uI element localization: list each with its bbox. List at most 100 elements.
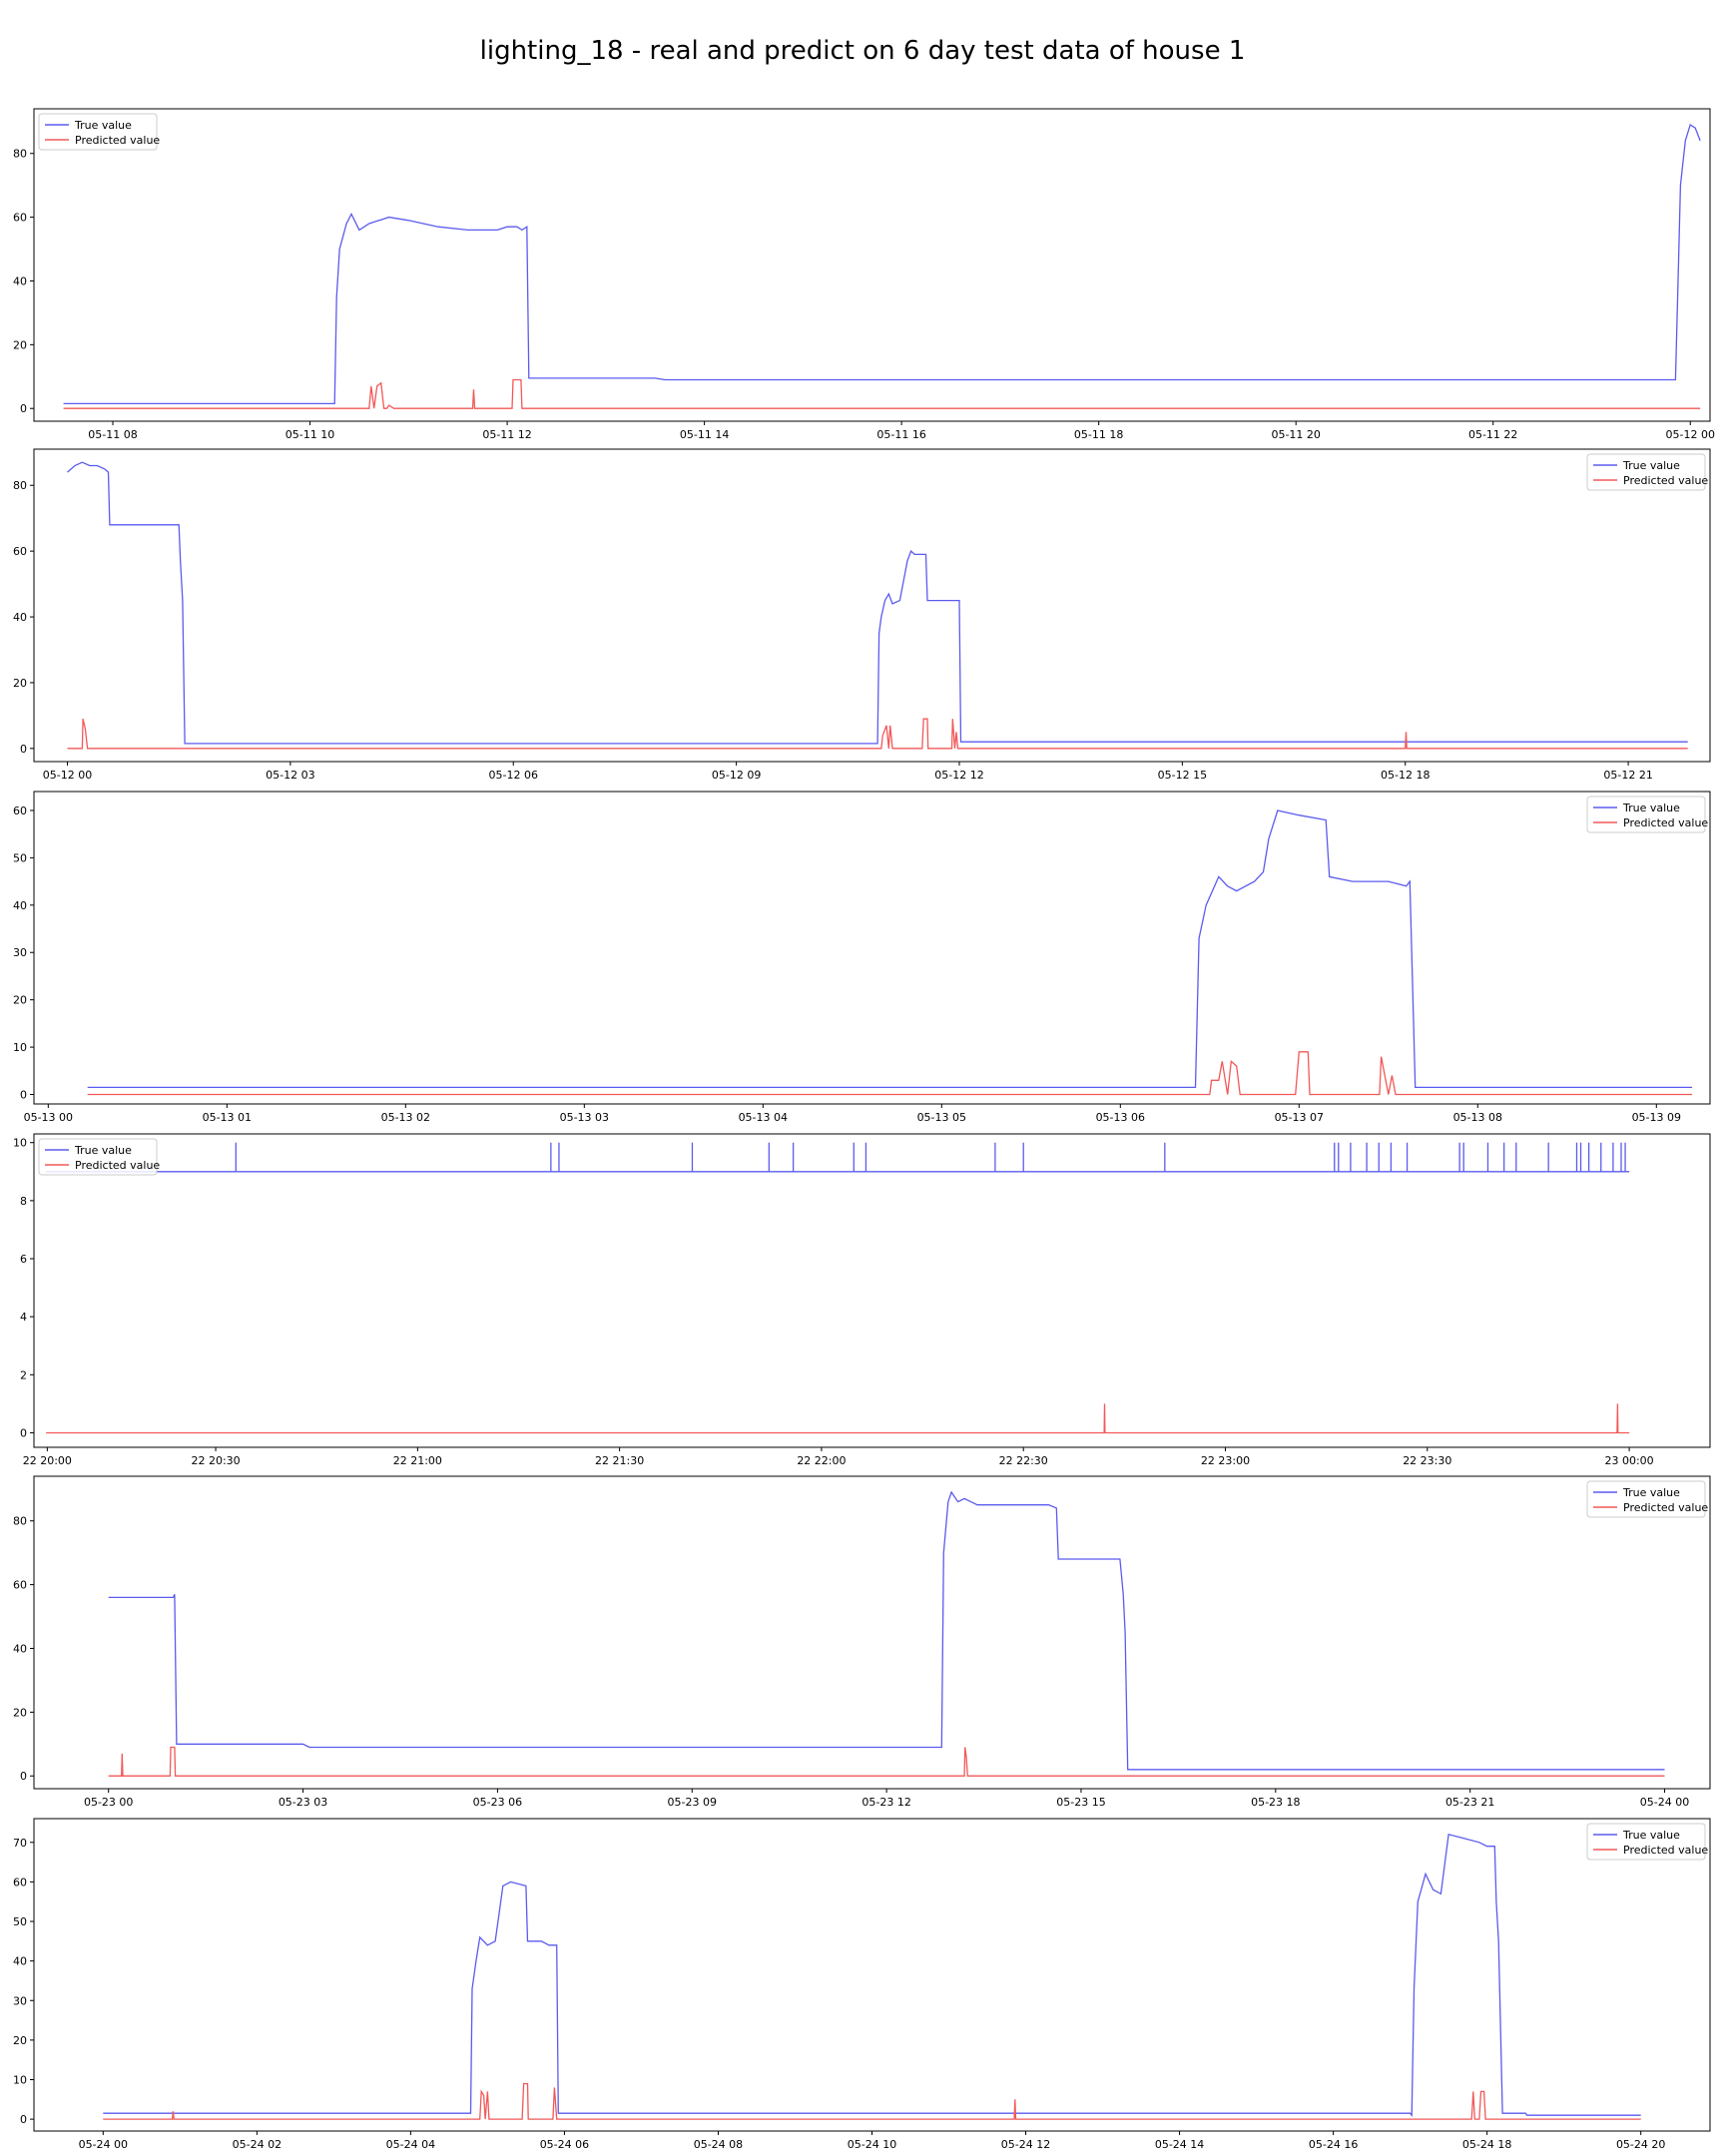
y-tick-label: 40 xyxy=(13,899,27,912)
x-tick-label: 05-12 21 xyxy=(1603,769,1652,782)
y-tick-label: 80 xyxy=(13,148,27,161)
y-tick-label: 60 xyxy=(13,805,27,817)
plot-frame xyxy=(33,1475,1711,1790)
x-tick-label: 05-24 08 xyxy=(694,2138,743,2151)
legend: True value Predicted value xyxy=(1586,1480,1708,1518)
x-tick-label: 05-11 22 xyxy=(1468,428,1517,441)
x-tick-label: 05-23 18 xyxy=(1251,1796,1300,1809)
x-tick-label: 05-11 16 xyxy=(876,428,925,441)
true-value-line xyxy=(87,809,1693,1089)
x-tick-label: 05-24 00 xyxy=(79,2138,128,2151)
legend-box xyxy=(1586,453,1706,491)
y-tick-label: 20 xyxy=(13,1706,27,1719)
x-tick-label: 22 23:30 xyxy=(1403,1454,1451,1467)
chart-panel-2: 0 20 40 60 80 05-12 00 05-12 03 05-12 06 05-12 0… xyxy=(13,448,1711,782)
y-tick-label: 60 xyxy=(13,1876,27,1888)
legend: True value Predicted value xyxy=(1586,796,1708,833)
x-tick-label: 05-23 09 xyxy=(668,1796,717,1809)
true-value-line xyxy=(103,1833,1641,2118)
x-tick-label: 05-23 12 xyxy=(862,1796,910,1809)
legend-label: True value xyxy=(1622,802,1680,814)
x-tick-label: 05-13 03 xyxy=(560,1111,609,1124)
y-tick-label: 80 xyxy=(13,1515,27,1528)
x-tick-label: 22 20:30 xyxy=(191,1454,240,1467)
y-tick-label: 60 xyxy=(13,212,27,225)
predicted-value-line xyxy=(63,378,1701,409)
y-tick-label: 6 xyxy=(20,1253,27,1266)
x-tick-label: 05-24 16 xyxy=(1309,2138,1358,2151)
y-tick-label: 70 xyxy=(13,1837,27,1850)
legend-label: Predicted value xyxy=(1623,474,1708,487)
y-tick-label: 20 xyxy=(13,677,27,690)
predicted-value-line xyxy=(87,1051,1693,1096)
y-tick-label: 50 xyxy=(13,1915,27,1928)
chart-panel-1: 0 20 40 60 80 05-11 08 05-11 10 05-11 12 05-11 1… xyxy=(13,108,1715,441)
x-tick-label: 05-24 14 xyxy=(1155,2138,1204,2151)
x-tick-label: 05-13 06 xyxy=(1096,1111,1145,1124)
y-tick-label: 50 xyxy=(13,851,27,864)
predicted-value-line xyxy=(103,2082,1641,2120)
y-tick-label: 40 xyxy=(13,1642,27,1655)
plot-frame xyxy=(33,791,1711,1105)
x-tick-label: 05-12 03 xyxy=(266,769,314,782)
x-tick-label: 22 23:00 xyxy=(1201,1454,1250,1467)
x-tick-label: 05-24 06 xyxy=(540,2138,589,2151)
chart-panel-5: 0 20 40 60 80 05-23 00 05-23 03 05-23 06 05-23 0… xyxy=(13,1475,1711,1809)
legend-label: True value xyxy=(1622,1829,1680,1842)
x-tick-label: 05-24 20 xyxy=(1616,2138,1665,2151)
x-tick-label: 05-11 12 xyxy=(482,428,531,441)
legend: True value Predicted value xyxy=(38,113,160,151)
x-tick-label: 05-13 05 xyxy=(917,1111,966,1124)
chart-panel-3: 0 10 20 30 40 50 60 05-13 00 05-13 01 05-13 02 05-… xyxy=(13,791,1711,1124)
y-tick-label: 10 xyxy=(13,1137,27,1150)
x-tick-label: 05-12 15 xyxy=(1158,769,1207,782)
x-tick-label: 05-23 00 xyxy=(84,1796,133,1809)
y-tick-label: 0 xyxy=(20,1089,27,1102)
x-tick-label: 05-11 20 xyxy=(1271,428,1320,441)
legend-label: Predicted value xyxy=(1623,1844,1708,1857)
y-tick-label: 8 xyxy=(20,1195,27,1208)
plot-frame xyxy=(33,108,1711,422)
x-tick-label: 23 00:00 xyxy=(1604,1454,1653,1467)
legend-label: True value xyxy=(1622,459,1680,472)
legend: True value Predicted value xyxy=(1586,453,1708,491)
figure-title: lighting_18 - real and predict on 6 day … xyxy=(479,36,1246,66)
y-tick-label: 0 xyxy=(20,1426,27,1439)
legend-box xyxy=(38,113,158,151)
x-tick-label: 05-12 00 xyxy=(1666,428,1715,441)
x-tick-label: 05-12 06 xyxy=(489,769,538,782)
chart-panel-4: 0 2 4 6 8 10 22 20:00 22 20:30 22 21:00 22 21:30 2… xyxy=(13,1133,1711,1467)
y-tick-label: 60 xyxy=(13,1579,27,1592)
x-tick-label: 05-12 09 xyxy=(712,769,761,782)
x-tick-label: 05-13 02 xyxy=(381,1111,430,1124)
x-tick-label: 05-13 09 xyxy=(1632,1111,1681,1124)
legend: True value Predicted value xyxy=(38,1138,160,1176)
y-tick-label: 0 xyxy=(20,743,27,756)
legend-box xyxy=(1586,1480,1706,1518)
y-tick-label: 10 xyxy=(13,1041,27,1054)
y-tick-label: 0 xyxy=(20,402,27,415)
x-tick-label: 05-12 12 xyxy=(934,769,983,782)
x-tick-label: 22 21:00 xyxy=(393,1454,442,1467)
y-tick-label: 30 xyxy=(13,1994,27,2007)
legend: True value Predicted value xyxy=(1586,1823,1708,1861)
x-tick-label: 05-11 10 xyxy=(286,428,334,441)
true-value-line xyxy=(67,461,1688,745)
chart-panel-6: 0 10 20 30 40 50 60 70 05-24 00 05-24 02 05-24 04 0… xyxy=(13,1818,1711,2151)
y-tick-label: 0 xyxy=(20,2113,27,2126)
x-tick-label: 05-13 00 xyxy=(24,1111,73,1124)
x-tick-label: 05-23 03 xyxy=(279,1796,327,1809)
y-tick-label: 60 xyxy=(13,545,27,558)
plot-frame xyxy=(33,1133,1711,1448)
y-tick-label: 40 xyxy=(13,274,27,287)
legend-label: Predicted value xyxy=(75,134,160,147)
y-tick-label: 4 xyxy=(20,1311,27,1324)
x-tick-label: 05-24 02 xyxy=(233,2138,282,2151)
y-tick-label: 40 xyxy=(13,1955,27,1968)
legend-label: Predicted value xyxy=(75,1159,160,1172)
true-value-line xyxy=(108,1490,1665,1771)
plot-frame xyxy=(33,448,1711,763)
x-tick-label: 05-24 00 xyxy=(1640,1796,1689,1809)
x-tick-label: 05-11 18 xyxy=(1074,428,1123,441)
